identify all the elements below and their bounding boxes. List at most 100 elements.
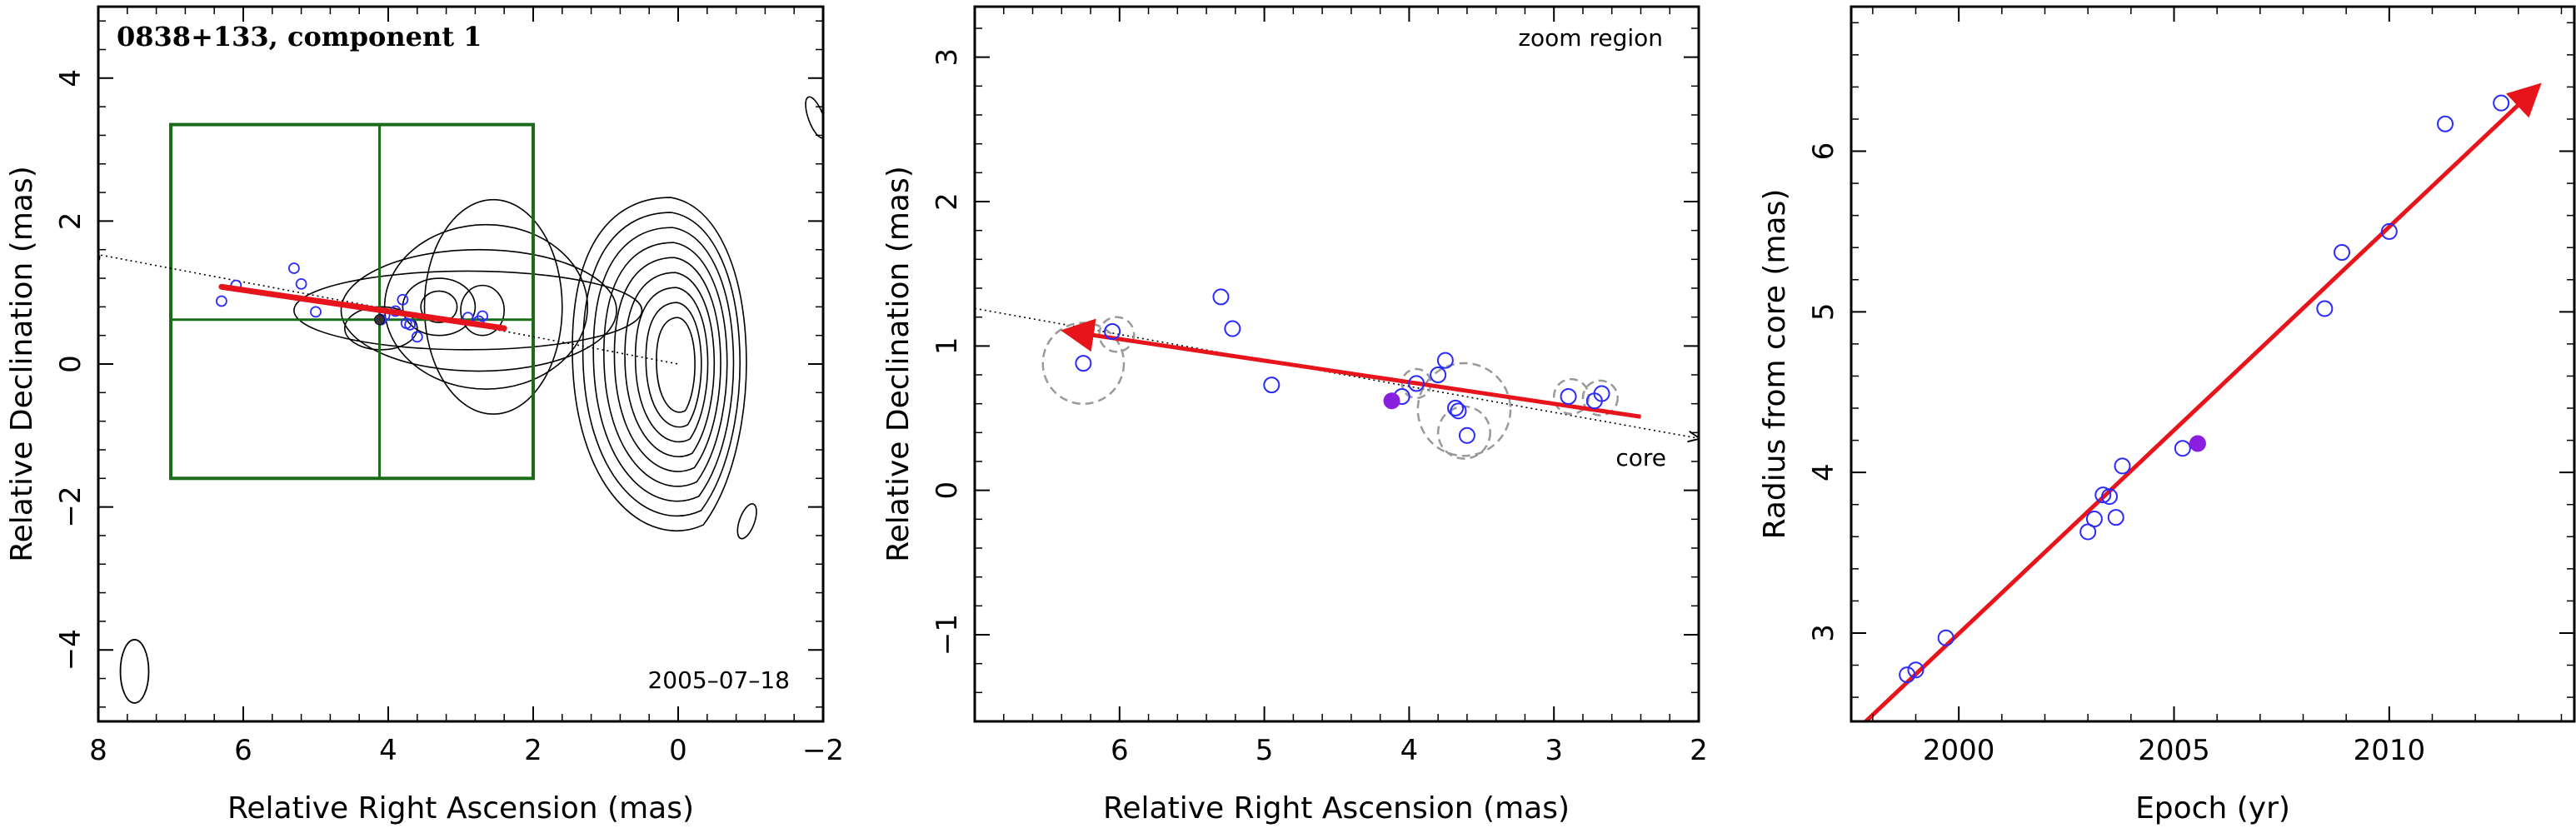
position-point (1408, 375, 1425, 392)
y-tick-label: −4 (54, 629, 87, 671)
core-contour (603, 242, 728, 487)
position-point (1447, 399, 1465, 416)
component-positions (1075, 288, 1610, 444)
y-tick-label: 2 (54, 212, 87, 231)
zoom-region-box (169, 122, 535, 481)
radius-point (2437, 115, 2454, 132)
y-tick-label: −1 (931, 614, 964, 656)
y-tick-label: 6 (1807, 142, 1840, 161)
position-point (215, 295, 227, 307)
position-point (1104, 323, 1121, 340)
zoom-annotation: zoom region (1518, 24, 1663, 52)
error-circle (1098, 316, 1136, 353)
radius-point (2114, 457, 2131, 475)
y-axis-label: Relative Declination (mas) (881, 166, 916, 562)
jet-contour (420, 290, 458, 324)
position-point (1263, 377, 1281, 394)
jet-contour (460, 284, 506, 337)
linear-fit-arrow (1862, 82, 2542, 721)
radius-point (2380, 222, 2398, 240)
trajectory-arrow (1061, 318, 1641, 419)
y-tick-label: 5 (1807, 303, 1840, 322)
x-tick-label: 2 (1690, 734, 1708, 767)
error-circle (1416, 362, 1512, 457)
radius-point (2079, 523, 2097, 541)
jet-contour (340, 248, 617, 372)
x-tick-label: 4 (379, 734, 397, 767)
axis-ticks: 2000 2005 2010 3 4 5 6 (1807, 7, 2574, 767)
core-contour (613, 257, 721, 472)
plot-frame (1850, 5, 2576, 723)
epoch-marker (1383, 392, 1400, 410)
axis-ticks: 6 5 4 3 2 −1 0 1 2 3 (931, 7, 1708, 767)
map-plot-area (98, 96, 823, 704)
zoom-plot-area (975, 288, 1699, 460)
y-tick-label: 3 (1807, 624, 1840, 642)
y-tick-label: 0 (931, 481, 964, 500)
y-tick-label: 4 (54, 69, 87, 87)
position-point (1430, 367, 1447, 383)
epoch-marker-dot (374, 314, 386, 326)
radius-point (2085, 511, 2103, 528)
position-point (1212, 288, 1230, 306)
x-tick-label: 5 (1256, 734, 1274, 767)
epoch-point (1383, 392, 1400, 410)
position-point (404, 318, 417, 331)
position-point (295, 278, 307, 290)
x-tick-label: 4 (1400, 734, 1419, 767)
y-tick-label: 3 (931, 48, 964, 67)
zoom-box-outline (169, 122, 535, 481)
core-contour (634, 287, 709, 443)
position-point (411, 331, 423, 343)
contour-map (98, 96, 823, 540)
vlbi-map-panel: 8 6 4 2 0 −2 −4 −2 0 2 4 0838+133, component 1 200… (5, 5, 844, 826)
position-point (1458, 426, 1475, 444)
radius-vs-epoch-panel: 2000 2005 2010 3 4 5 6 Epoch (yr) Radius from … (1758, 5, 2576, 826)
x-tick-label: 8 (89, 734, 107, 767)
epoch-marker (2189, 435, 2206, 452)
position-point (1593, 385, 1610, 402)
x-axis-label: Relative Right Ascension (mas) (227, 791, 694, 826)
core-contour (624, 272, 716, 457)
radius-point (1899, 666, 1916, 684)
epoch-marker (374, 314, 386, 326)
chart-title: 0838+133, component 1 (117, 21, 482, 52)
x-tick-label: 2 (524, 734, 542, 767)
radius-plot-area (1862, 82, 2542, 721)
x-tick-label: −2 (802, 734, 844, 767)
x-tick-label: 3 (1545, 734, 1563, 767)
error-circles (1041, 316, 1619, 460)
noise-contour (805, 96, 823, 139)
radius-point (2101, 488, 2118, 506)
x-tick-label: 2005 (2138, 734, 2210, 767)
trajectory-line (218, 283, 507, 332)
x-axis-label: Epoch (yr) (2135, 791, 2290, 826)
jet-contour (402, 277, 477, 337)
position-point (1436, 352, 1454, 369)
zoom-region-panel: 6 5 4 3 2 −1 0 1 2 3 zoom region core Relative Ri… (881, 5, 1708, 826)
position-point (1075, 355, 1092, 372)
jet-contour (423, 198, 563, 415)
position-point (1560, 388, 1577, 405)
radius-point (2094, 486, 2112, 504)
jet-contour (293, 270, 643, 351)
x-tick-label: 2000 (1923, 734, 1995, 767)
y-tick-label: 0 (54, 355, 87, 373)
plot-frame (973, 5, 1700, 723)
radius-point (2493, 94, 2510, 112)
x-tick-label: 0 (669, 734, 687, 767)
negative-contour (98, 248, 101, 266)
epoch-point (2189, 435, 2206, 452)
core-contour (656, 317, 696, 413)
radius-point (2107, 509, 2124, 526)
y-tick-label: −2 (54, 486, 87, 528)
x-axis-label: Relative Right Ascension (mas) (1103, 791, 1570, 826)
position-point (310, 306, 322, 318)
beam-ellipse (119, 639, 150, 704)
x-tick-label: 2010 (2354, 734, 2426, 767)
radius-point (2316, 300, 2334, 317)
core-contour (572, 197, 747, 531)
core-contour (592, 227, 735, 502)
position-point (1224, 320, 1241, 337)
